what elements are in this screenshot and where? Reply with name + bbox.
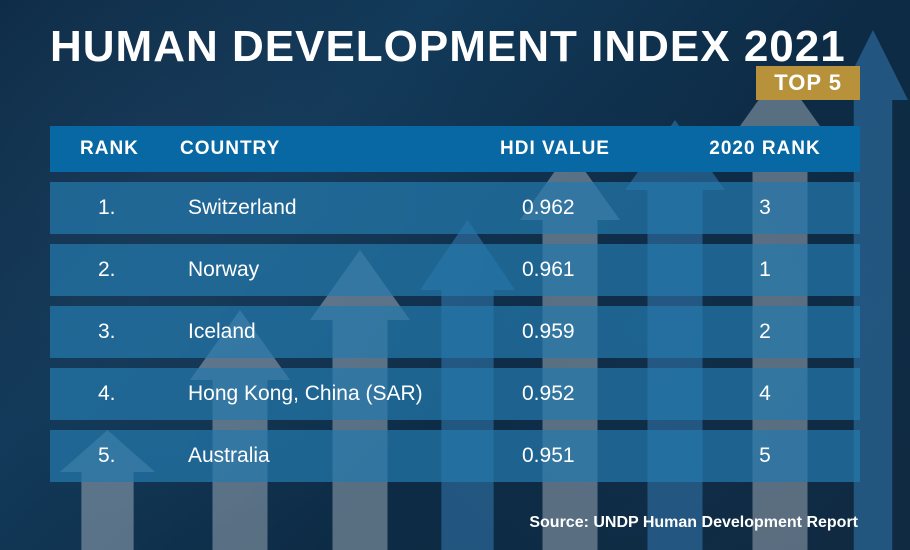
badge-wrap: TOP 5: [50, 66, 860, 100]
cell-prev-rank: 3: [690, 196, 860, 220]
cell-rank: 2.: [50, 258, 170, 282]
cell-country: Hong Kong, China (SAR): [170, 382, 500, 406]
cell-hdi: 0.961: [500, 258, 690, 282]
table-row: 3. Iceland 0.959 2: [50, 306, 860, 358]
cell-prev-rank: 5: [690, 444, 860, 468]
cell-country: Australia: [170, 444, 500, 468]
cell-prev-rank: 4: [690, 382, 860, 406]
header-prev-rank: 2020 RANK: [690, 138, 860, 160]
top5-badge: TOP 5: [756, 66, 860, 100]
table-row: 1. Switzerland 0.962 3: [50, 182, 860, 234]
hdi-table: RANK COUNTRY HDI VALUE 2020 RANK 1. Swit…: [50, 126, 860, 482]
cell-country: Norway: [170, 258, 500, 282]
title-row: HUMAN DEVELOPMENT INDEX 2021: [50, 22, 860, 72]
header-country: COUNTRY: [170, 138, 500, 160]
cell-country: Switzerland: [170, 196, 500, 220]
table-header-row: RANK COUNTRY HDI VALUE 2020 RANK: [50, 126, 860, 172]
cell-country: Iceland: [170, 320, 500, 344]
header-rank: RANK: [50, 138, 170, 160]
cell-rank: 3.: [50, 320, 170, 344]
cell-hdi: 0.959: [500, 320, 690, 344]
cell-hdi: 0.952: [500, 382, 690, 406]
cell-hdi: 0.962: [500, 196, 690, 220]
cell-prev-rank: 2: [690, 320, 860, 344]
source-text: Source: UNDP Human Development Report: [529, 514, 858, 532]
cell-rank: 5.: [50, 444, 170, 468]
table-row: 2. Norway 0.961 1: [50, 244, 860, 296]
table-row: 4. Hong Kong, China (SAR) 0.952 4: [50, 368, 860, 420]
cell-hdi: 0.951: [500, 444, 690, 468]
cell-rank: 1.: [50, 196, 170, 220]
cell-prev-rank: 1: [690, 258, 860, 282]
cell-rank: 4.: [50, 382, 170, 406]
content-wrapper: HUMAN DEVELOPMENT INDEX 2021 TOP 5 RANK …: [0, 0, 910, 550]
table-row: 5. Australia 0.951 5: [50, 430, 860, 482]
page-title: HUMAN DEVELOPMENT INDEX 2021: [50, 22, 846, 72]
header-hdi: HDI VALUE: [500, 138, 690, 160]
